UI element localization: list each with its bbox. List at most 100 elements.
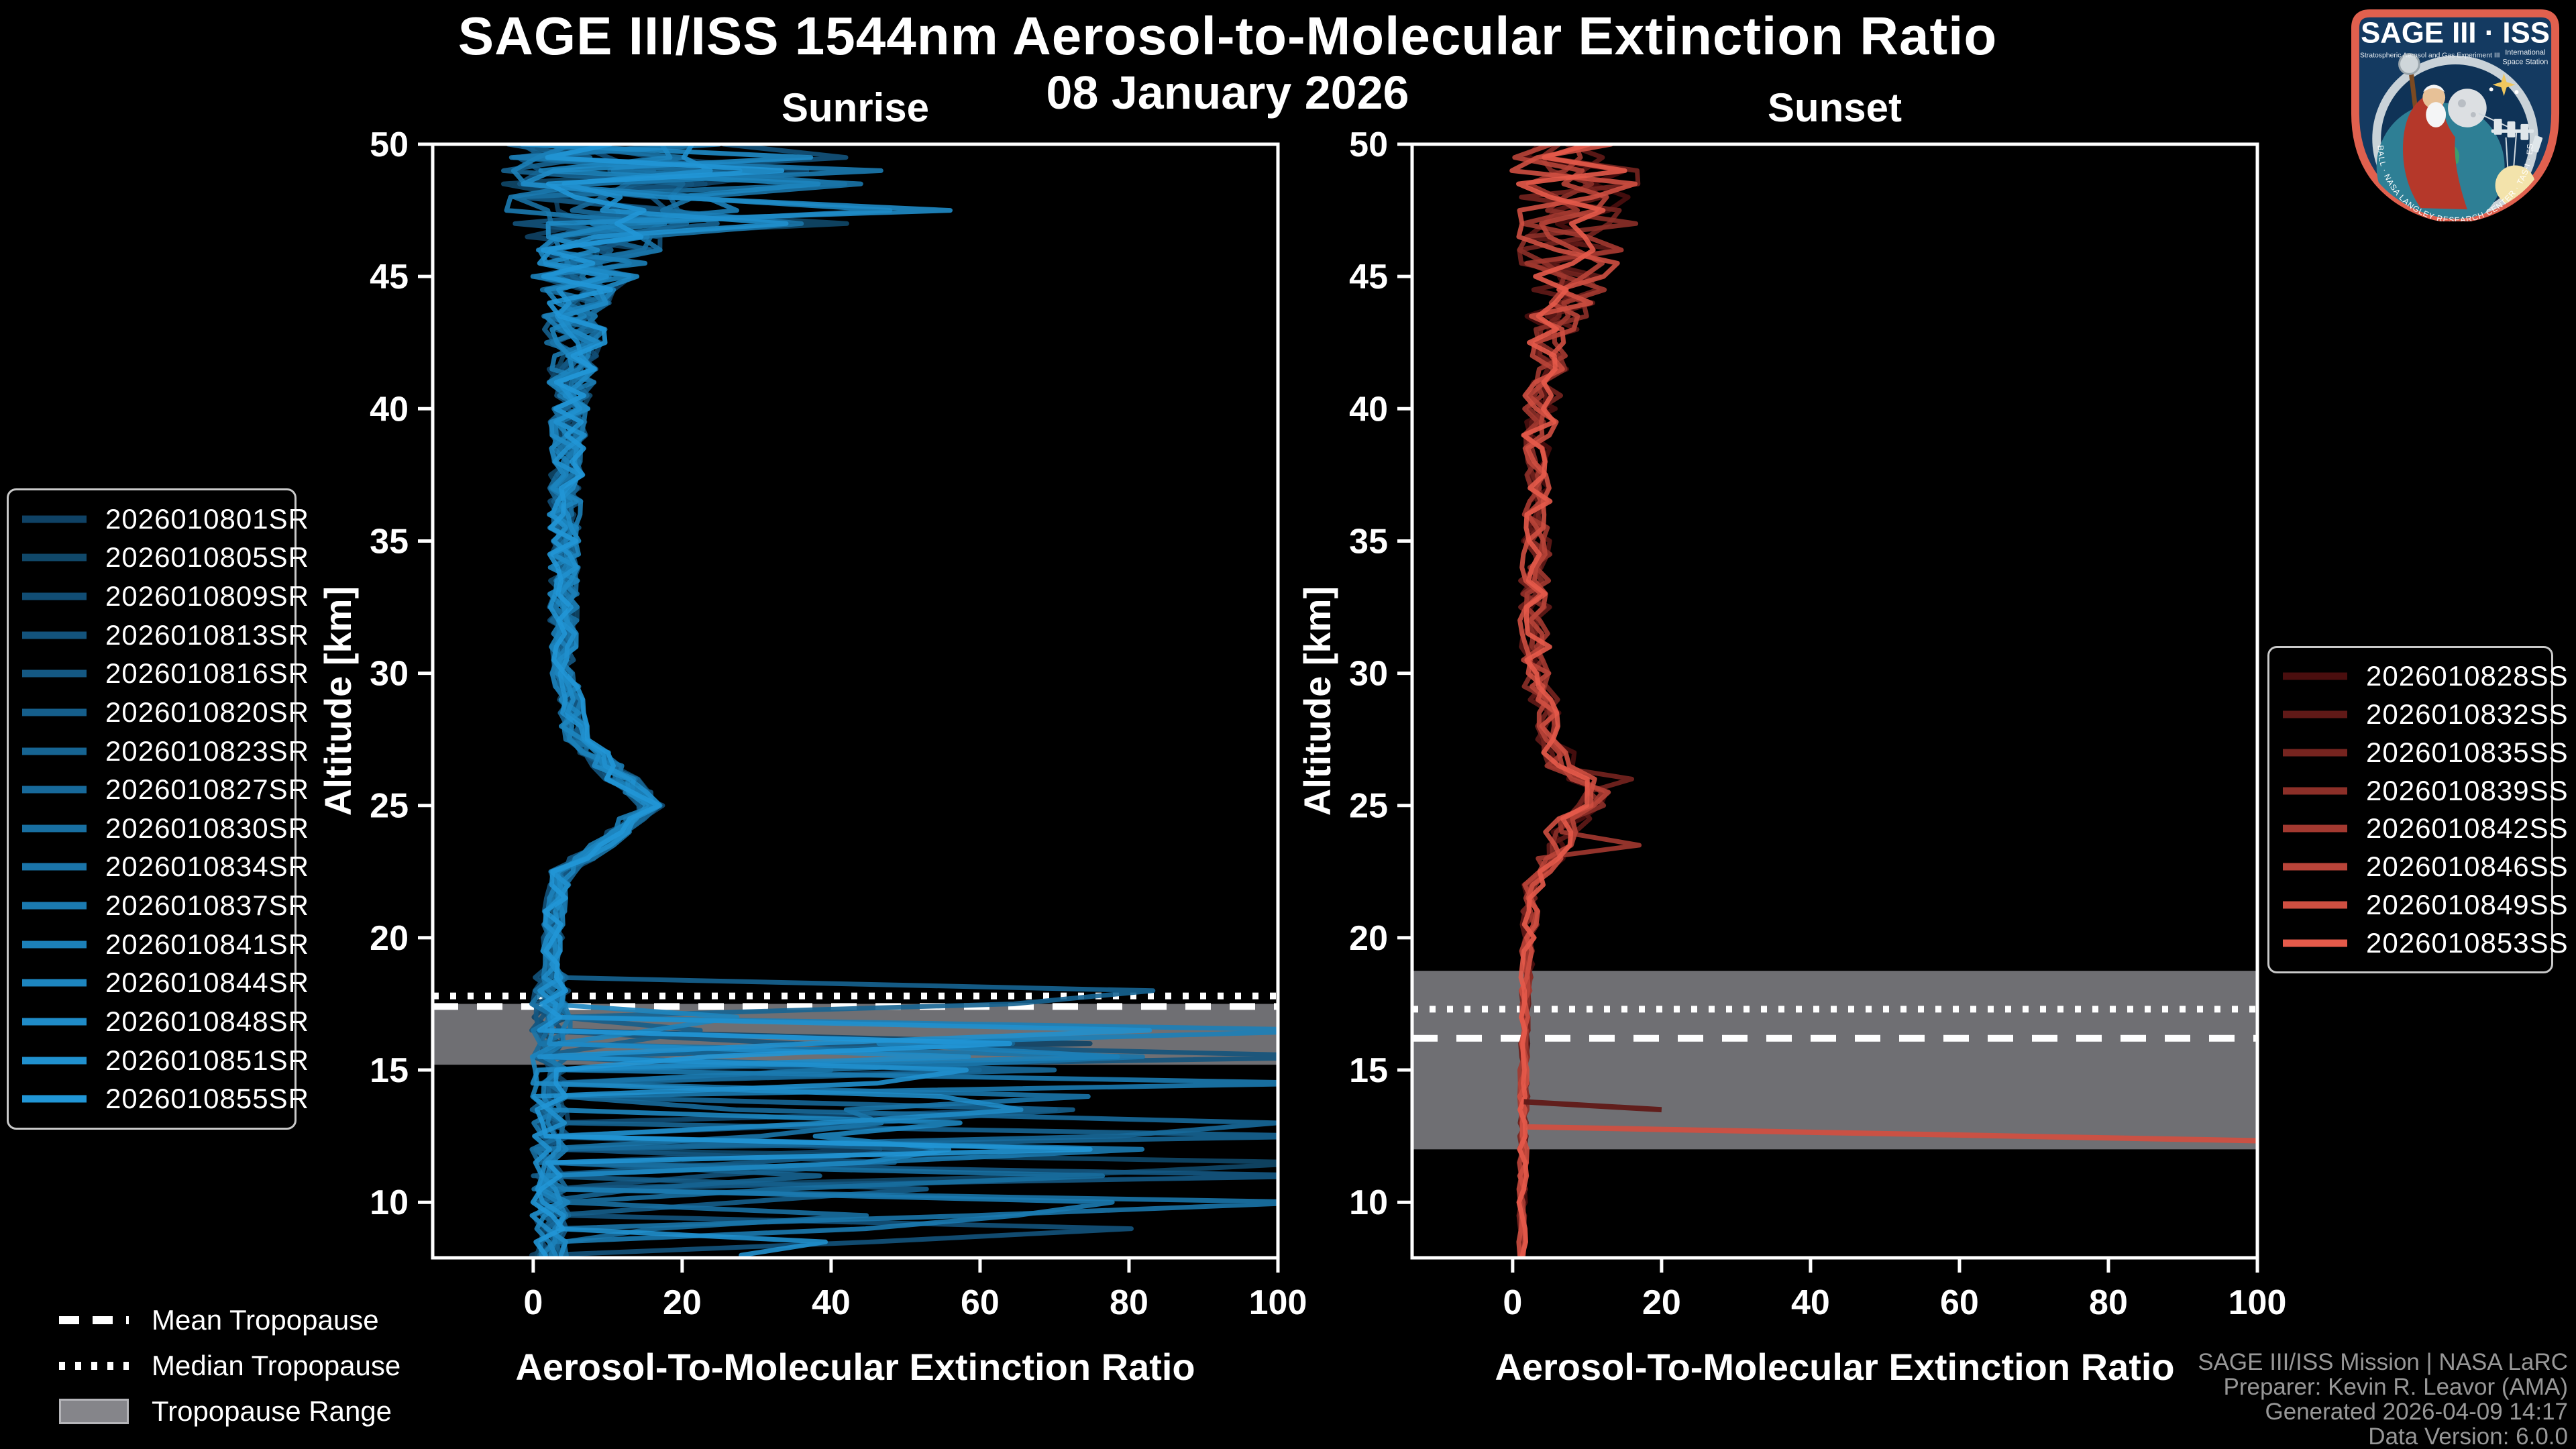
legend-label: 2026010844SR bbox=[105, 967, 309, 999]
y-tick-label: 40 bbox=[370, 390, 409, 429]
legend-item: 2026010844SR bbox=[21, 967, 309, 999]
x-axis-label: Aerosol-To-Molecular Extinction Ratio bbox=[1495, 1346, 2174, 1388]
attribution-generated: Generated 2026-04-09 14:17 bbox=[2265, 1399, 2568, 1425]
y-tick-label: 40 bbox=[1349, 390, 1388, 429]
legend-label: 2026010853SS bbox=[2366, 926, 2569, 959]
legend-label: 2026010835SS bbox=[2366, 736, 2569, 768]
sunset-series-legend: 2026010828SS 2026010832SS 2026010835SS 2026… bbox=[2267, 646, 2568, 973]
legend-item: 2026010853SS bbox=[2282, 927, 2568, 959]
legend-line-swatch-icon bbox=[22, 669, 87, 678]
legend-item: 2026010849SS bbox=[2282, 889, 2568, 921]
legend-item: 2026010820SR bbox=[21, 696, 309, 729]
legend-line-swatch-icon bbox=[22, 979, 87, 987]
legend-item: 2026010816SR bbox=[21, 657, 309, 690]
profile-line bbox=[529, 144, 963, 1258]
y-tick-label: 35 bbox=[1349, 522, 1388, 561]
x-tick-label: 80 bbox=[2089, 1283, 2128, 1322]
legend-line-swatch-icon bbox=[22, 941, 87, 949]
x-tick-label: 40 bbox=[812, 1283, 851, 1322]
x-axis-label: Aerosol-To-Molecular Extinction Ratio bbox=[515, 1346, 1195, 1388]
tropopause-range-label: Tropopause Range bbox=[152, 1395, 392, 1427]
sunset-plot-area bbox=[1412, 144, 2257, 1258]
legend-line-swatch-icon bbox=[2283, 824, 2347, 833]
legend-item: 2026010835SS bbox=[2282, 737, 2568, 769]
legend-label: 2026010837SR bbox=[105, 890, 309, 922]
legend-label: 2026010855SR bbox=[105, 1083, 309, 1115]
patch-star-icon bbox=[2514, 90, 2519, 95]
y-tick-label: 45 bbox=[370, 258, 409, 297]
legend-line-swatch-icon bbox=[22, 786, 87, 794]
legend-item: 2026010855SR bbox=[21, 1083, 309, 1115]
sunrise-plot-area bbox=[433, 144, 1278, 1258]
tropopause-range-band bbox=[1412, 971, 2257, 1150]
legend-line-swatch-icon bbox=[2283, 939, 2347, 947]
cloud-ray bbox=[1523, 1099, 1662, 1113]
legend-label: 2026010830SR bbox=[105, 812, 309, 844]
legend-label: 2026010851SR bbox=[105, 1044, 309, 1076]
legend-item: 2026010848SR bbox=[21, 1006, 309, 1038]
legend-line-swatch-icon bbox=[22, 515, 87, 523]
profile-line bbox=[531, 144, 1152, 1258]
y-tick-label: 20 bbox=[1349, 919, 1388, 958]
y-tick-label: 15 bbox=[370, 1051, 409, 1090]
legend-line-swatch-icon bbox=[22, 863, 87, 871]
attribution-preparer: Preparer: Kevin R. Leavor (AMA) bbox=[2223, 1374, 2568, 1400]
legend-line-swatch-icon bbox=[22, 631, 87, 639]
patch-subtitle-right: International bbox=[2505, 49, 2545, 57]
profile-line bbox=[1509, 144, 1638, 1258]
legend-item: 2026010827SR bbox=[21, 773, 309, 806]
y-tick-label: 30 bbox=[1349, 655, 1388, 694]
patch-subtitle-right2: Space Station bbox=[2502, 58, 2548, 66]
x-tick-label: 60 bbox=[1940, 1283, 1979, 1322]
legend-item: 2026010834SR bbox=[21, 851, 309, 883]
legend-label: 2026010805SR bbox=[105, 541, 309, 574]
legend-line-swatch-icon bbox=[22, 902, 87, 910]
x-tick-label: 0 bbox=[523, 1283, 543, 1322]
y-axis-label: Altitude [km] bbox=[1296, 586, 1338, 816]
y-tick-label: 20 bbox=[370, 919, 409, 958]
legend-item: 2026010846SS bbox=[2282, 851, 2568, 883]
y-tick-label: 45 bbox=[1349, 258, 1388, 297]
legend-label: 2026010832SS bbox=[2366, 698, 2569, 731]
patch-moon-crater bbox=[2457, 99, 2466, 108]
legend-item: 2026010828SS bbox=[2282, 660, 2568, 692]
patch-moon-crater bbox=[2470, 112, 2476, 117]
legend-item: 2026010839SS bbox=[2282, 775, 2568, 807]
legend-label: 2026010842SS bbox=[2366, 812, 2569, 845]
legend-label: 2026010841SR bbox=[105, 928, 309, 960]
x-tick-label: 60 bbox=[961, 1283, 1000, 1322]
legend-label: 2026010828SS bbox=[2366, 660, 2569, 692]
legend-line-swatch-icon bbox=[2283, 749, 2347, 757]
attribution-mission: SAGE III/ISS Mission | NASA LaRC bbox=[2198, 1349, 2568, 1375]
profile-line bbox=[530, 144, 1093, 1258]
x-tick-label: 20 bbox=[663, 1283, 702, 1322]
y-tick-label: 25 bbox=[370, 787, 409, 826]
mean-tropopause-label: Mean Tropopause bbox=[152, 1304, 379, 1336]
y-tick-label: 25 bbox=[1349, 787, 1388, 826]
legend-label: 2026010827SR bbox=[105, 773, 309, 806]
patch-moon bbox=[2448, 89, 2487, 127]
patch-iss bbox=[2491, 118, 2543, 153]
legend-label: 2026010839SS bbox=[2366, 774, 2569, 806]
legend-line-swatch-icon bbox=[2283, 672, 2347, 680]
legend-label: 2026010834SR bbox=[105, 851, 309, 883]
y-tick-label: 10 bbox=[1349, 1183, 1388, 1222]
legend-item: 2026010813SR bbox=[21, 619, 309, 651]
page-title: SAGE III/ISS 1544nm Aerosol-to-Molecular… bbox=[458, 6, 1998, 66]
legend-label: 2026010801SR bbox=[105, 502, 309, 535]
legend-item: 2026010851SR bbox=[21, 1044, 309, 1077]
legend-line-swatch-icon bbox=[2283, 901, 2347, 909]
legend-label: 2026010849SS bbox=[2366, 888, 2569, 920]
x-tick-label: 20 bbox=[1642, 1283, 1681, 1322]
x-tick-label: 40 bbox=[1791, 1283, 1830, 1322]
mean-tropopause-legend-item: Mean Tropopause bbox=[59, 1300, 400, 1340]
y-tick-label: 15 bbox=[1349, 1051, 1388, 1090]
legend-label: 2026010846SS bbox=[2366, 851, 2569, 883]
x-tick-label: 100 bbox=[2229, 1283, 2287, 1322]
x-tick-label: 100 bbox=[1249, 1283, 1307, 1322]
patch-star-icon bbox=[2492, 73, 2516, 97]
legend-item: 2026010823SR bbox=[21, 735, 309, 767]
legend-item: 2026010805SR bbox=[21, 541, 309, 574]
attribution-block: SAGE III/ISS Mission | NASA LaRC Prepare… bbox=[2198, 1350, 2568, 1449]
y-tick-label: 50 bbox=[1349, 125, 1388, 164]
